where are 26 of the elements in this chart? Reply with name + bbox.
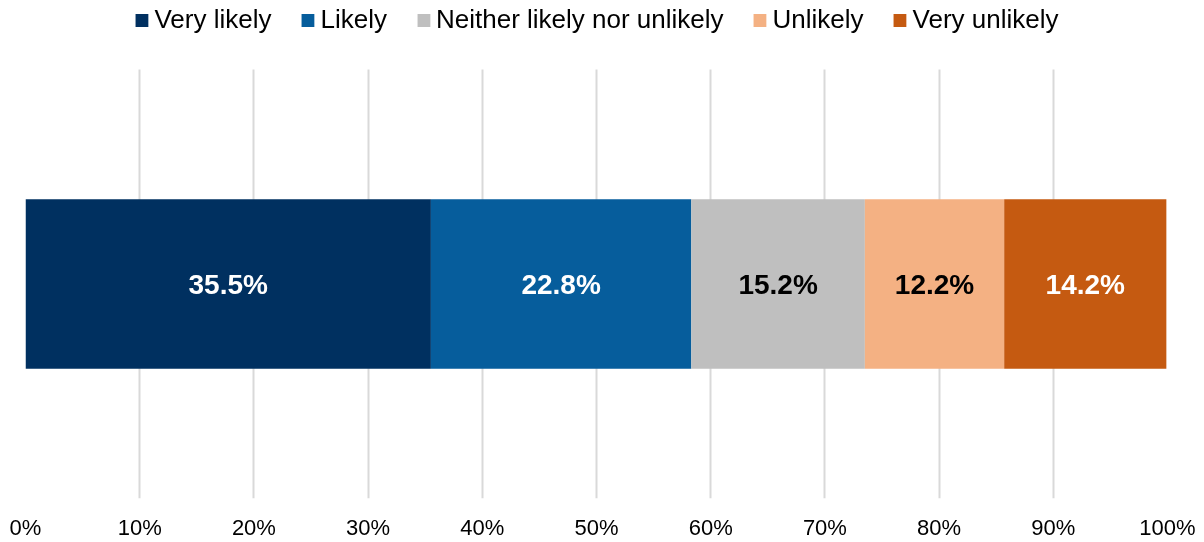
x-tick-label: 60% bbox=[688, 514, 733, 540]
bar bbox=[1004, 199, 1167, 369]
x-tick-label: 100% bbox=[1139, 514, 1196, 540]
x-tick-label: 20% bbox=[231, 514, 276, 540]
legend-label: Neither likely nor unlikely bbox=[435, 4, 724, 35]
x-tick-label: 30% bbox=[346, 514, 391, 540]
x-tick-label: 70% bbox=[802, 514, 847, 540]
bar bbox=[864, 199, 1005, 369]
legend-label: Very unlikely bbox=[912, 4, 1059, 35]
x-tick-label: 80% bbox=[917, 514, 962, 540]
x-tick-label: 40% bbox=[460, 514, 505, 540]
bar bbox=[25, 199, 431, 369]
bar bbox=[430, 199, 692, 369]
x-tick-label: 90% bbox=[1031, 514, 1076, 540]
x-tick-label: 0% bbox=[9, 514, 42, 540]
data-label: 14.2% bbox=[1045, 268, 1126, 300]
legend-label: Likely bbox=[320, 4, 387, 35]
x-tick-label: 50% bbox=[574, 514, 619, 540]
data-label: 22.8% bbox=[521, 268, 601, 300]
data-label: 35.5% bbox=[188, 268, 268, 300]
legend-label: Very likely bbox=[154, 4, 272, 35]
data-label: 12.2% bbox=[894, 268, 975, 300]
data-label: 15.2% bbox=[738, 268, 818, 300]
legend-label: Unlikely bbox=[772, 4, 864, 35]
bar bbox=[691, 199, 865, 369]
x-tick-label: 10% bbox=[117, 514, 162, 540]
